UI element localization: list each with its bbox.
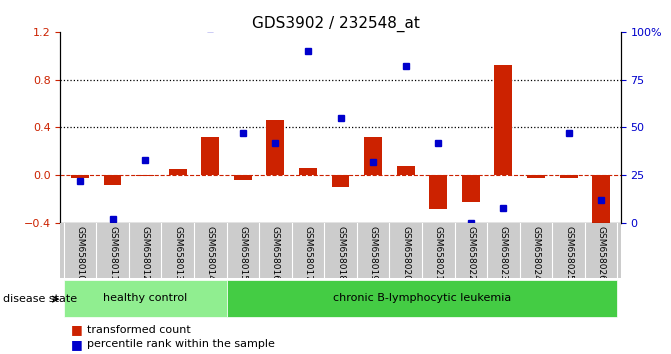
Text: GSM658017: GSM658017 [303,226,313,281]
Bar [462,175,480,201]
Bar [103,175,121,185]
Text: GSM658012: GSM658012 [141,226,150,281]
Text: GSM658025: GSM658025 [564,226,573,281]
Text: GSM658018: GSM658018 [336,226,345,281]
Bar [227,280,617,316]
Text: GSM658024: GSM658024 [531,226,540,280]
Bar [64,280,227,316]
Text: GSM658011: GSM658011 [108,226,117,281]
Bar [331,175,350,187]
Bar [168,169,187,175]
Text: healthy control: healthy control [103,293,187,303]
Bar [527,175,545,178]
Text: GSM658019: GSM658019 [368,226,378,281]
Text: GSM658021: GSM658021 [433,226,443,281]
Text: ■: ■ [70,338,83,350]
Text: GSM658013: GSM658013 [173,226,182,281]
Text: GSM658014: GSM658014 [206,226,215,281]
Text: GSM658020: GSM658020 [401,226,410,281]
Bar [266,120,285,175]
Text: transformed count: transformed count [87,325,191,335]
Text: GSM658010: GSM658010 [75,226,85,281]
Text: GSM658026: GSM658026 [597,226,606,281]
Bar [560,175,578,178]
Text: GSM658023: GSM658023 [499,226,508,281]
Bar [592,175,610,235]
Bar [234,175,252,180]
Bar [299,168,317,175]
Text: GSM658016: GSM658016 [271,226,280,281]
Bar [397,166,415,175]
Bar [364,137,382,175]
Text: chronic B-lymphocytic leukemia: chronic B-lymphocytic leukemia [333,293,511,303]
Text: percentile rank within the sample: percentile rank within the sample [87,339,275,349]
Text: disease state: disease state [3,294,77,304]
Bar [201,137,219,175]
Text: GDS3902 / 232548_at: GDS3902 / 232548_at [252,16,419,32]
Bar [136,175,154,176]
Text: GSM658015: GSM658015 [238,226,248,281]
Bar [71,175,89,178]
Text: ■: ■ [70,324,83,336]
Text: GSM658022: GSM658022 [466,226,475,280]
Bar [495,65,513,175]
Bar [429,175,447,209]
